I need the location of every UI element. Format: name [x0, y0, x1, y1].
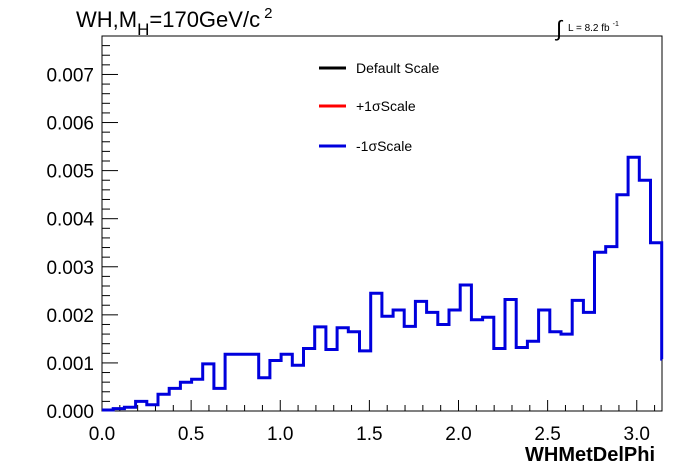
- title-rest: =170GeV/c: [149, 7, 260, 32]
- x-tick-label: 2.0: [445, 424, 471, 445]
- lumi-label: L = 8.2 fb -1: [568, 21, 619, 34]
- legend-label-minus: -1σScale: [356, 138, 412, 154]
- y-tick-label: 0.002: [46, 306, 94, 327]
- chart-title: WH,MH=170GeV/c 2: [76, 5, 272, 39]
- series-layer: [102, 155, 664, 412]
- x-tick-label: 0.0: [89, 424, 115, 445]
- legend-label-plus: +1σScale: [356, 98, 416, 114]
- legend-label-default: Default Scale: [356, 60, 439, 76]
- x-axis: 0.0 0.5 1.0 1.5 2.0 2.5 3.0: [89, 400, 656, 445]
- x-tick-label: 2.5: [534, 424, 560, 445]
- title-subscript: H: [137, 20, 149, 39]
- legend: Default Scale +1σScale -1σScale: [319, 60, 439, 154]
- y-tick-label: 0.005: [46, 162, 94, 183]
- y-tick-label: 0.007: [46, 65, 94, 86]
- x-tick-label: 1.0: [267, 424, 293, 445]
- x-tick-label: 3.0: [624, 424, 650, 445]
- lumi-integral: ∫: [554, 16, 564, 41]
- lumi-text: L = 8.2 fb: [568, 23, 610, 34]
- series-line-minus-sigma: [102, 155, 664, 412]
- lumi-superscript: -1: [613, 21, 619, 28]
- title-main: WH,M: [76, 7, 137, 32]
- y-axis: 0.000 0.001 0.002 0.003 0.004 0.005 0.006 0.007: [46, 45, 118, 423]
- y-tick-label: 0.004: [46, 210, 94, 231]
- title-superscript: 2: [264, 5, 272, 22]
- plot-frame: [101, 35, 663, 412]
- y-tick-label: 0.001: [46, 354, 94, 375]
- x-axis-label: WHMetDelPhi: [525, 444, 655, 466]
- y-tick-label: 0.003: [46, 258, 94, 279]
- y-tick-label: 0.006: [46, 114, 94, 135]
- y-tick-label: 0.000: [46, 402, 94, 423]
- x-tick-label: 1.5: [356, 424, 382, 445]
- x-tick-label: 0.5: [178, 424, 204, 445]
